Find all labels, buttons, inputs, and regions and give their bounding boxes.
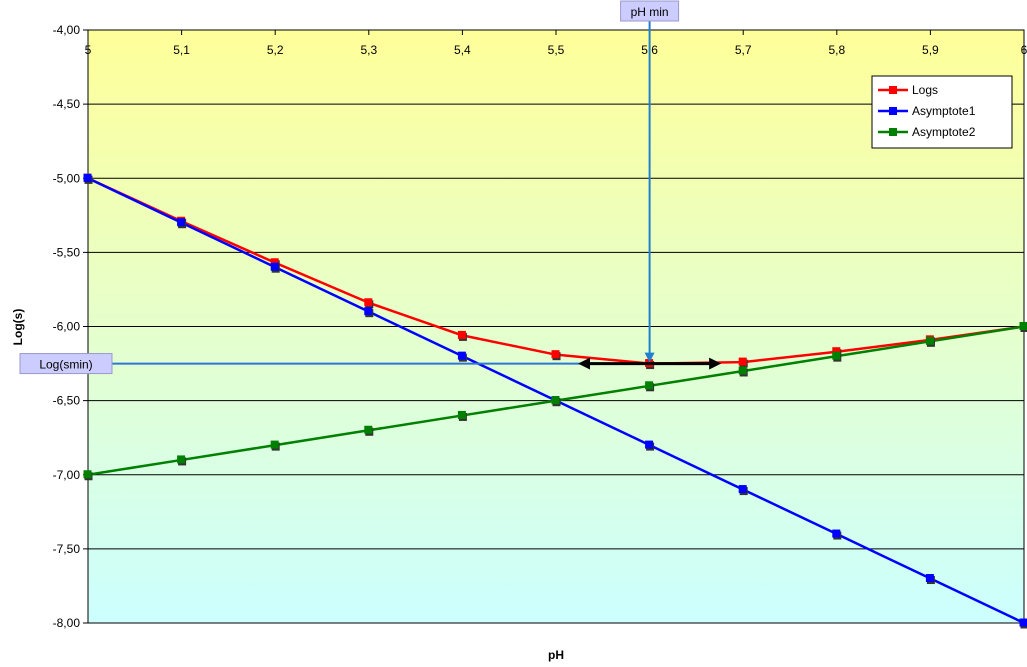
y-tick-label: -5,00 [53,171,81,185]
x-tick-label: 6 [1021,43,1027,57]
point-asymptote1 [1019,618,1027,627]
x-tick-label: 5,7 [735,43,752,57]
point-asymptote1 [645,440,654,449]
y-tick-label: -4,00 [53,23,81,37]
y-tick-label: -5,50 [53,245,81,259]
point-asymptote1 [925,574,934,583]
legend-label: Asymptote2 [912,125,976,139]
point-asymptote1 [364,307,373,316]
point-asymptote2 [1019,322,1027,330]
point-asymptote1 [177,218,186,227]
legend-marker [889,128,897,136]
point-asymptote1 [832,529,841,538]
legend-marker [889,86,897,94]
x-tick-label: 5,4 [454,43,471,57]
y-tick-label: -4,50 [53,97,81,111]
y-tick-label: -7,50 [53,542,81,556]
point-asymptote2 [364,425,373,434]
point-asymptote2 [83,470,92,479]
log-smin-label-box [19,353,113,375]
y-tick-label: -6,50 [53,394,81,408]
legend-label: Asymptote1 [912,104,976,118]
point-asymptote1 [83,173,92,182]
y-tick-label: -6,00 [53,320,81,334]
point-asymptote2 [925,336,934,345]
y-tick-labels: -4,00 -4,50 -5,00 -5,50 -6,00 -6,50 -7,00 -7,50… [53,23,81,630]
point-asymptote2 [832,351,841,360]
x-tick-label: 5,8 [828,43,845,57]
legend: Logs Asymptote1 Asymptote2 [871,75,1013,149]
point-logs [270,258,279,267]
x-tick-labels: 55,15,25,35,45,55,65,75,85,96 [85,43,1027,57]
x-tick-label: 5,9 [922,43,939,57]
point-asymptote2 [551,396,560,405]
legend-label: Logs [912,83,938,97]
point-asymptote1 [457,351,466,360]
y-tick-label: -7,00 [53,468,81,482]
point-logs [364,298,373,307]
point-asymptote1 [270,262,279,271]
ph-min-label-box [620,0,680,22]
x-axis-title: pH [548,648,564,662]
point-asymptote2 [457,410,466,419]
x-tick-label: 5,2 [267,43,284,57]
ph-min-label: pH min [631,5,669,19]
legend-marker [889,107,897,115]
point-logs [457,330,466,339]
log-smin-label: Log(smin) [39,358,92,372]
x-tick-label: 5,1 [173,43,190,57]
point-asymptote1 [738,485,747,494]
x-tick-label: 5,3 [360,43,377,57]
point-asymptote2 [738,366,747,375]
point-logs [738,357,747,366]
y-tick-label: -8,00 [53,616,81,630]
point-logs [832,347,841,356]
point-asymptote2 [645,381,654,390]
point-logs [551,350,560,359]
point-asymptote2 [270,440,279,449]
point-asymptote2 [177,455,186,464]
series-lines [83,173,1027,629]
x-tick-label: 5 [85,43,92,57]
x-tick-label: 5,5 [548,43,565,57]
annotations: pH min Log(smin) [19,0,722,375]
y-axis-title: Log(s) [11,309,25,346]
